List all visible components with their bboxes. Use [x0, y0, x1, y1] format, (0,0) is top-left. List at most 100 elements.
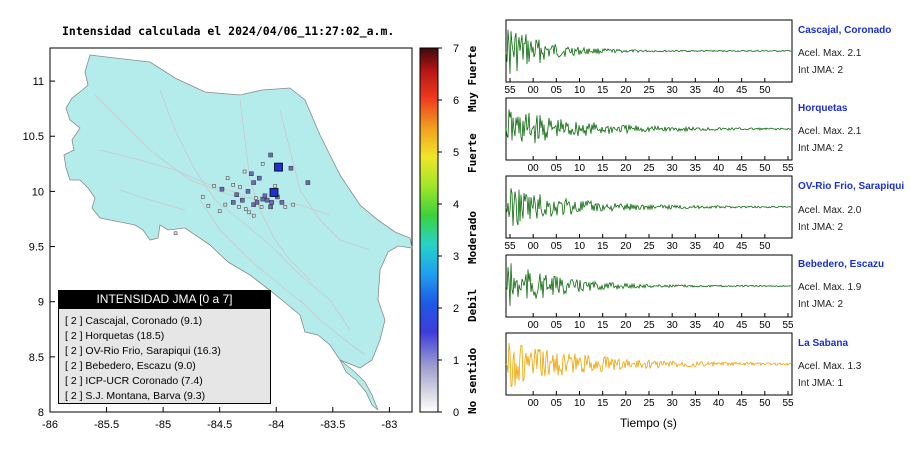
station-marker	[234, 192, 239, 197]
legend-item: [ 2 ] OV-Rio Frio, Sarapiqui (16.3)	[65, 345, 221, 357]
station-marker	[173, 231, 178, 236]
station-marker	[217, 209, 222, 213]
station-marker	[279, 200, 285, 205]
map-y-tick-label: 10	[32, 186, 44, 198]
colorbar-tick-label: 2	[453, 303, 459, 315]
legend-item: [ 2 ] S.J. Montana, Barva (9.3)	[65, 390, 206, 402]
colorbar-ticks: 0 1 2 3 4 5 6 7	[438, 43, 459, 419]
station-intensity: Int JMA: 1	[798, 378, 844, 389]
map-title: Intensidad calculada el 2024/04/06_11:27…	[62, 24, 395, 38]
station-name: OV-Rio Frio, Sarapiqui	[798, 181, 905, 192]
station-name: Cascajal, Coronado	[798, 25, 892, 36]
map-x-tick-label: -84	[268, 419, 284, 431]
station-name: La Sabana	[798, 338, 849, 349]
map-y-tick-label: 9.5	[29, 242, 44, 254]
legend-box: [ 2 ] Cascajal, Coronado (9.1) [ 2 ] Hor…	[58, 308, 271, 404]
station-marker	[200, 195, 205, 199]
station-intensity: Int JMA: 2	[798, 143, 844, 154]
station-marker	[273, 184, 277, 188]
map-y-tick-label: 11	[33, 76, 44, 88]
map-x-tick-label: -86	[42, 419, 58, 431]
colorbar-label-debil: Debil	[466, 288, 479, 322]
station-marker	[231, 183, 236, 187]
legend-item: [ 2 ] Horquetas (18.5)	[65, 330, 165, 342]
colorbar-tick-label: 5	[453, 147, 459, 159]
map-y-tick-label: 8	[38, 407, 44, 419]
colorbar-label-moderado: Moderado	[466, 211, 479, 264]
station-marker	[269, 200, 274, 205]
station-marker	[260, 196, 265, 202]
colorbar-tick-label: 7	[453, 43, 459, 55]
station-marker	[274, 162, 283, 172]
colorbar-gradient	[419, 47, 439, 413]
colorbar-tick-label: 1	[453, 355, 459, 367]
station-marker	[264, 197, 270, 203]
map-x-tick-label: -84.5	[207, 419, 232, 431]
map-x-tick-label: -83	[381, 419, 397, 431]
station-accel: Acel. Max. 1.3	[798, 361, 862, 372]
station-marker	[251, 180, 256, 185]
station-marker	[225, 176, 230, 180]
station-marker	[247, 210, 251, 215]
station-marker	[223, 202, 228, 207]
colorbar-tick-label: 3	[453, 251, 459, 263]
station-accel: Acel. Max. 2.0	[798, 205, 862, 216]
legend-item: [ 2 ] Bebedero, Escazu (9.0)	[65, 360, 196, 372]
station-marker	[259, 205, 264, 209]
station-marker	[219, 186, 225, 192]
colorbar-tick-label: 4	[453, 199, 459, 211]
station-name: Bebedero, Escazu	[798, 259, 885, 270]
station-intensity: Int JMA: 2	[798, 65, 844, 76]
station-intensity: Int JMA: 2	[798, 299, 844, 310]
station-intensity: Int JMA: 2	[798, 222, 844, 233]
station-accel: Acel. Max. 2.1	[798, 48, 862, 59]
station-marker	[251, 213, 256, 218]
station-marker	[288, 165, 294, 171]
station-marker	[268, 152, 273, 158]
waveform-xlabel: Tiempo (s)	[620, 416, 677, 430]
colorbar-tick-label: 6	[453, 95, 459, 107]
station-accel: Acel. Max. 2.1	[798, 126, 862, 137]
colorbar-label-fuerte: Fuerte	[466, 133, 479, 173]
station-marker	[269, 188, 279, 197]
station-marker	[242, 169, 247, 174]
station-marker	[254, 200, 260, 205]
map-x-ticks: -86 -85.5 -85 -84.5 -84 -83.5 -83	[42, 407, 397, 431]
map-points	[173, 152, 311, 236]
station-marker	[237, 205, 241, 209]
map-x-tick-label: -85	[155, 419, 171, 431]
station-marker	[257, 175, 262, 181]
station-marker	[305, 180, 311, 185]
map-y-tick-label: 9	[38, 297, 44, 309]
station-marker	[231, 200, 236, 205]
station-marker	[254, 196, 258, 200]
legend-item: [ 2 ] ICP-UCR Coronado (7.4)	[65, 375, 203, 387]
map-y-ticks: 11 10.5 10 9.5 9 8.5 8	[23, 76, 55, 419]
map-x-tick-label: -85.5	[94, 419, 119, 431]
station-marker	[283, 205, 288, 209]
station-marker	[249, 171, 254, 176]
station-marker	[240, 197, 245, 203]
legend-item: [ 2 ] Cascajal, Coronado (9.1)	[65, 315, 203, 327]
station-marker	[245, 189, 251, 194]
station-name: Horquetas	[798, 103, 848, 114]
station-marker	[268, 204, 273, 210]
colorbar-tick-label: 0	[453, 407, 459, 419]
station-marker	[243, 207, 248, 211]
peninsula-osa	[339, 359, 379, 411]
colorbar-label-muy-fuerte: Muy Fuerte	[466, 45, 479, 112]
station-marker	[260, 162, 265, 166]
legend-title: INTENSIDAD JMA [0 a 7]	[58, 290, 271, 308]
colorbar: 0 1 2 3 4 5 6 7	[419, 43, 459, 419]
station-marker	[238, 185, 242, 189]
country-shape	[63, 54, 413, 369]
station-marker	[206, 203, 211, 208]
station-marker	[291, 202, 295, 207]
colorbar-label-no-sentido: No sentido	[466, 347, 479, 414]
map-x-tick-label: -83.5	[320, 419, 345, 431]
station-marker	[262, 193, 268, 199]
station-accel: Acel. Max. 1.9	[798, 282, 862, 293]
map-y-tick-label: 10.5	[23, 131, 44, 143]
map-y-tick-label: 8.5	[29, 352, 44, 364]
